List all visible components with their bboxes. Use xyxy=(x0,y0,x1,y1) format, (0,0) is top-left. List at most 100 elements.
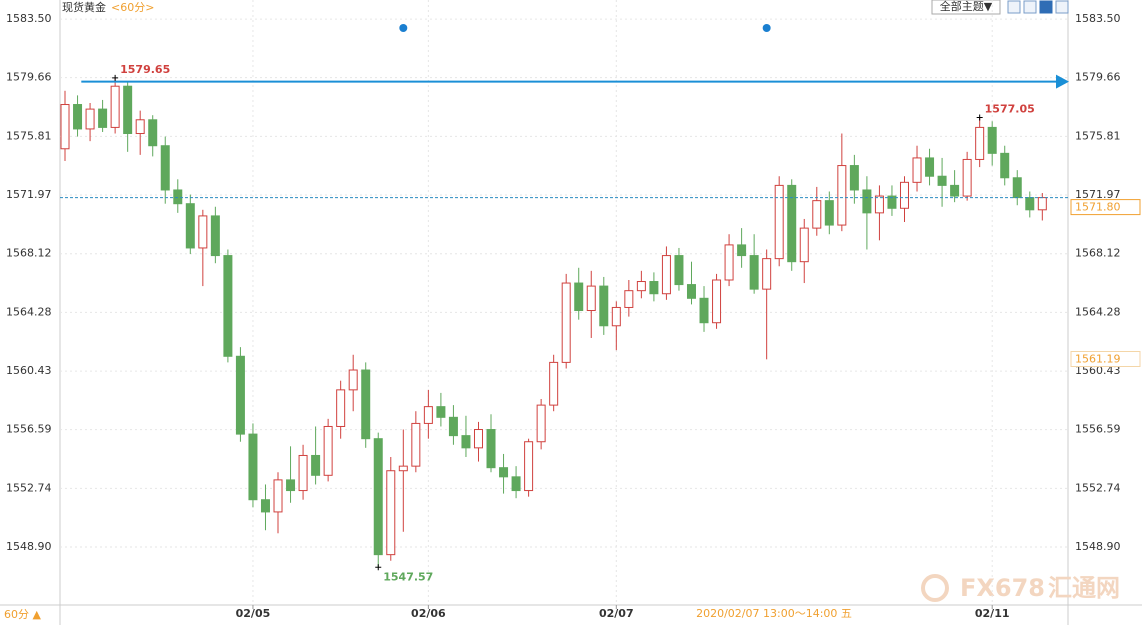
candle-body xyxy=(812,200,822,229)
extreme-marker xyxy=(375,564,382,571)
y-tick-label: 1548.90 xyxy=(6,540,52,553)
y-tick-label: 1583.50 xyxy=(1075,12,1121,25)
candle-body xyxy=(686,284,696,299)
candle-body xyxy=(185,203,195,249)
candle-body xyxy=(198,215,208,249)
candle-body xyxy=(323,425,333,476)
last-price-label: 1571.80 xyxy=(1075,201,1121,214)
y-tick-label: 1583.50 xyxy=(6,12,52,25)
candle-body xyxy=(787,184,797,263)
candle-body xyxy=(674,255,684,286)
tool-icon[interactable] xyxy=(1055,0,1069,14)
extreme-label: 1579.65 xyxy=(120,63,170,76)
watermark: FX678 xyxy=(960,574,1045,602)
candle-body xyxy=(937,175,947,186)
candle-body xyxy=(737,244,747,257)
candle-body xyxy=(624,290,634,308)
tool-icon[interactable] xyxy=(1007,0,1021,14)
candle-body xyxy=(135,119,145,135)
candle-body xyxy=(1037,197,1047,211)
candle-body xyxy=(536,404,546,443)
candle-body xyxy=(286,479,296,492)
theme-button-label[interactable]: 全部主题▼ xyxy=(940,0,993,13)
candle-body xyxy=(461,435,471,449)
y-tick-label: 1579.66 xyxy=(1075,71,1121,84)
extreme-marker xyxy=(112,74,119,81)
last-price-box xyxy=(1070,199,1141,216)
candle-body xyxy=(60,104,70,150)
candle-body xyxy=(925,157,935,177)
tool-icon[interactable] xyxy=(1023,0,1037,14)
candle-body xyxy=(611,306,621,327)
candle-body xyxy=(436,406,446,418)
candle-body xyxy=(448,416,458,437)
y-tick-label: 1568.12 xyxy=(1075,247,1121,260)
candle-body xyxy=(311,454,321,476)
candle-body xyxy=(899,181,909,209)
candle-body xyxy=(599,285,609,327)
candle-body xyxy=(774,184,784,260)
y-tick-label: 1571.97 xyxy=(6,188,52,201)
x-tick-label: 02/06 xyxy=(411,607,446,620)
candle-body xyxy=(549,361,559,406)
candle-body xyxy=(260,499,270,513)
extreme-label: 1547.57 xyxy=(383,570,433,583)
candle-body xyxy=(874,195,884,214)
y-tick-label: 1579.66 xyxy=(6,71,52,84)
candle-body xyxy=(298,454,308,492)
chart-title: 现货黄金 xyxy=(62,0,106,14)
candle-body xyxy=(235,355,245,435)
candle-body xyxy=(1025,197,1035,211)
candle-body xyxy=(98,108,108,128)
candle-body xyxy=(749,255,759,290)
candle-body xyxy=(586,285,596,312)
y-tick-label: 1571.97 xyxy=(1075,188,1121,201)
candle-body xyxy=(574,282,584,312)
candle-body xyxy=(85,108,95,130)
candle-body xyxy=(524,441,534,492)
toolbar xyxy=(1007,0,1069,14)
y-tick-label: 1575.81 xyxy=(1075,129,1121,142)
period-button[interactable]: 60分 ▲ xyxy=(4,608,41,621)
candle-body xyxy=(160,145,170,191)
candle-body xyxy=(962,158,972,197)
event-dot xyxy=(762,24,771,32)
candle-body xyxy=(173,189,183,205)
candle-body xyxy=(975,126,985,160)
candle-body xyxy=(411,422,421,467)
candle-body xyxy=(110,85,120,128)
y-tick-label: 1564.28 xyxy=(1075,305,1121,318)
crosshair-price-box xyxy=(1070,350,1141,367)
candle-body xyxy=(1000,152,1010,179)
y-tick-label: 1564.28 xyxy=(6,305,52,318)
y-tick-label: 1552.74 xyxy=(1075,481,1121,494)
x-tick-label: 02/11 xyxy=(975,607,1010,620)
watermark-cn: 汇通网 xyxy=(1048,574,1120,602)
candle-body xyxy=(486,429,496,469)
candle-body xyxy=(636,281,646,292)
candle-body xyxy=(148,119,158,147)
y-tick-label: 1556.59 xyxy=(1075,423,1121,436)
candle-body xyxy=(799,227,809,263)
candle-body xyxy=(423,406,433,424)
y-tick-label: 1552.74 xyxy=(6,481,52,494)
candle-body xyxy=(561,282,571,363)
y-tick-label: 1560.43 xyxy=(1075,364,1121,377)
trend-arrow xyxy=(1056,74,1069,89)
candle-body xyxy=(724,244,734,281)
y-tick-label: 1556.59 xyxy=(6,423,52,436)
candle-body xyxy=(373,438,383,556)
y-tick-label: 1568.12 xyxy=(6,247,52,260)
candle-body xyxy=(887,195,897,209)
candle-body xyxy=(1012,177,1022,199)
candle-body xyxy=(849,165,859,191)
tool-icon[interactable] xyxy=(1039,0,1053,14)
y-tick-label: 1560.43 xyxy=(6,364,52,377)
theme-button[interactable] xyxy=(931,0,1001,15)
candle-body xyxy=(273,479,283,513)
candle-body xyxy=(210,215,220,257)
event-dot xyxy=(399,24,408,32)
candle-body xyxy=(661,255,671,295)
candle-body xyxy=(473,429,483,449)
